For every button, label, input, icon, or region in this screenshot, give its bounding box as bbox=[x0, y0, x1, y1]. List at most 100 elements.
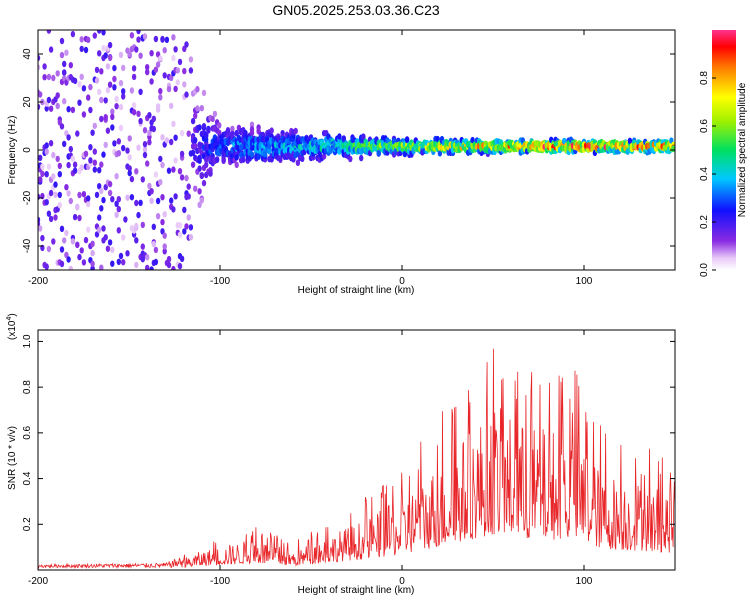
colorbar-tick-label: 0.2 bbox=[699, 215, 710, 229]
spectrogram-cell bbox=[99, 264, 104, 270]
spectrogram-cell bbox=[101, 151, 106, 158]
spectrogram-cell bbox=[105, 63, 111, 70]
spectrogram-cell bbox=[171, 54, 176, 62]
spectrogram-cell bbox=[151, 240, 156, 248]
spectrogram-cell bbox=[75, 204, 80, 211]
spectrogram-cell bbox=[77, 99, 82, 106]
spectrogram-cell bbox=[321, 153, 327, 160]
spectrogram-cell bbox=[241, 156, 246, 163]
spectrogram-cell bbox=[149, 78, 154, 85]
spectrogram-cell bbox=[46, 73, 52, 81]
spectrogram-cell bbox=[127, 165, 132, 172]
spectrogram-cell bbox=[171, 120, 176, 128]
spectrogram-cell bbox=[48, 140, 54, 147]
spectrogram-cell bbox=[77, 81, 82, 88]
spectrogram-cell bbox=[53, 181, 58, 188]
spectrogram-cell bbox=[64, 251, 69, 259]
spectrogram-cell bbox=[127, 51, 132, 58]
spectrogram-cell bbox=[110, 108, 115, 115]
spectrogram-cell bbox=[116, 138, 122, 145]
spectrogram-cell bbox=[138, 117, 143, 125]
spectrogram-cell bbox=[38, 103, 41, 111]
spectrogram-cell bbox=[61, 98, 67, 105]
spectrogram-cell bbox=[86, 36, 91, 43]
spectrogram-cell bbox=[121, 93, 126, 100]
spectrogram-cell bbox=[118, 51, 124, 59]
spectrogram-cell bbox=[208, 170, 213, 177]
spectrogram-cell bbox=[171, 265, 176, 270]
spectrogram-cell bbox=[177, 231, 183, 239]
spectrogram-y-label: Frequency (Hz) bbox=[7, 116, 18, 185]
spectrogram-cell bbox=[110, 260, 115, 267]
spectrogram-cell bbox=[92, 166, 98, 173]
spectrogram-cell bbox=[46, 163, 52, 170]
spectrogram-cell bbox=[61, 60, 67, 68]
spectrogram-cell bbox=[79, 73, 84, 81]
spectrogram-cell bbox=[55, 102, 60, 110]
spectrogram-cell bbox=[142, 33, 148, 40]
spectrogram-cell bbox=[177, 168, 183, 175]
spectrogram-cell bbox=[164, 137, 170, 144]
spectrogram-cell bbox=[627, 137, 633, 144]
spectrogram-cell bbox=[155, 213, 161, 220]
spectrogram-cell bbox=[46, 96, 52, 104]
spectrogram-cell bbox=[90, 265, 95, 270]
spectrogram-cell bbox=[48, 189, 54, 197]
spectrogram-cell bbox=[116, 227, 122, 234]
spectrogram-cell bbox=[53, 214, 58, 221]
spectrogram-cell bbox=[361, 133, 366, 140]
spectrogram-cell bbox=[121, 234, 126, 241]
spectrogram-cell bbox=[55, 155, 60, 163]
spectrogram-cell bbox=[184, 91, 189, 98]
spectrogram-cell bbox=[125, 147, 130, 154]
spectrogram-cell bbox=[188, 224, 194, 231]
spectrogram-cell bbox=[348, 155, 353, 163]
spectrogram-cell bbox=[99, 187, 104, 195]
spectrogram-cell bbox=[153, 171, 159, 178]
snr-frame bbox=[37, 329, 676, 571]
spectrogram-cell bbox=[201, 89, 207, 97]
spectrogram-cell bbox=[57, 202, 62, 209]
spectrogram-cell bbox=[94, 77, 100, 84]
snr-y-tick-label: 0.2 bbox=[22, 517, 33, 531]
spectrogram-cell bbox=[142, 146, 148, 153]
spectrogram-cell bbox=[125, 194, 130, 201]
spectrogram-cell bbox=[114, 200, 119, 207]
spectrogram-cell bbox=[166, 261, 172, 269]
spectrogram-cell bbox=[55, 92, 60, 99]
spectrogram-cell bbox=[293, 127, 298, 135]
spectrogram-cell bbox=[166, 255, 172, 263]
spectrogram-cell bbox=[160, 218, 165, 226]
spectrogram-cell bbox=[129, 32, 135, 39]
snr-y-tick-label: 0.6 bbox=[22, 425, 33, 439]
spectrogram-cell bbox=[90, 129, 95, 136]
spectrogram-cell bbox=[99, 115, 104, 123]
spectrogram-cell bbox=[118, 103, 124, 111]
spectrogram-cell bbox=[77, 214, 82, 222]
spectrogram-cell bbox=[470, 136, 475, 144]
spectrogram-y-tick-label: -20 bbox=[22, 190, 33, 205]
spectrogram-cell bbox=[127, 135, 132, 142]
spectrogram-cell bbox=[44, 148, 49, 155]
spectrogram-cell bbox=[64, 229, 69, 237]
spectrogram-cell bbox=[72, 167, 78, 174]
spectrogram-cell bbox=[81, 191, 87, 198]
snr-y-tick-label: 1.0 bbox=[22, 334, 33, 348]
spectrogram-cell bbox=[121, 88, 126, 95]
spectrogram-x-tick-label: 100 bbox=[576, 276, 593, 287]
snr-panel: -200 -100 0 100 0.2 0.4 0.6 0.8 1.0 Height of s… bbox=[6, 313, 676, 596]
spectrogram-cell bbox=[83, 236, 89, 244]
spectrogram-cell bbox=[149, 266, 154, 270]
spectrogram-cell bbox=[136, 36, 141, 43]
spectrogram-cell bbox=[61, 140, 67, 148]
spectrogram-cell bbox=[182, 81, 187, 88]
spectrogram-cell bbox=[86, 195, 91, 202]
spectrogram-cell bbox=[103, 52, 108, 59]
spectrogram-cell bbox=[404, 136, 410, 143]
spectrogram-cell bbox=[92, 32, 98, 39]
spectrogram-cell bbox=[90, 260, 95, 267]
spectrogram-cell bbox=[116, 205, 122, 213]
spectrogram-cell bbox=[86, 226, 91, 233]
spectrogram-cell bbox=[134, 168, 139, 175]
spectrogram-cell bbox=[129, 175, 135, 183]
